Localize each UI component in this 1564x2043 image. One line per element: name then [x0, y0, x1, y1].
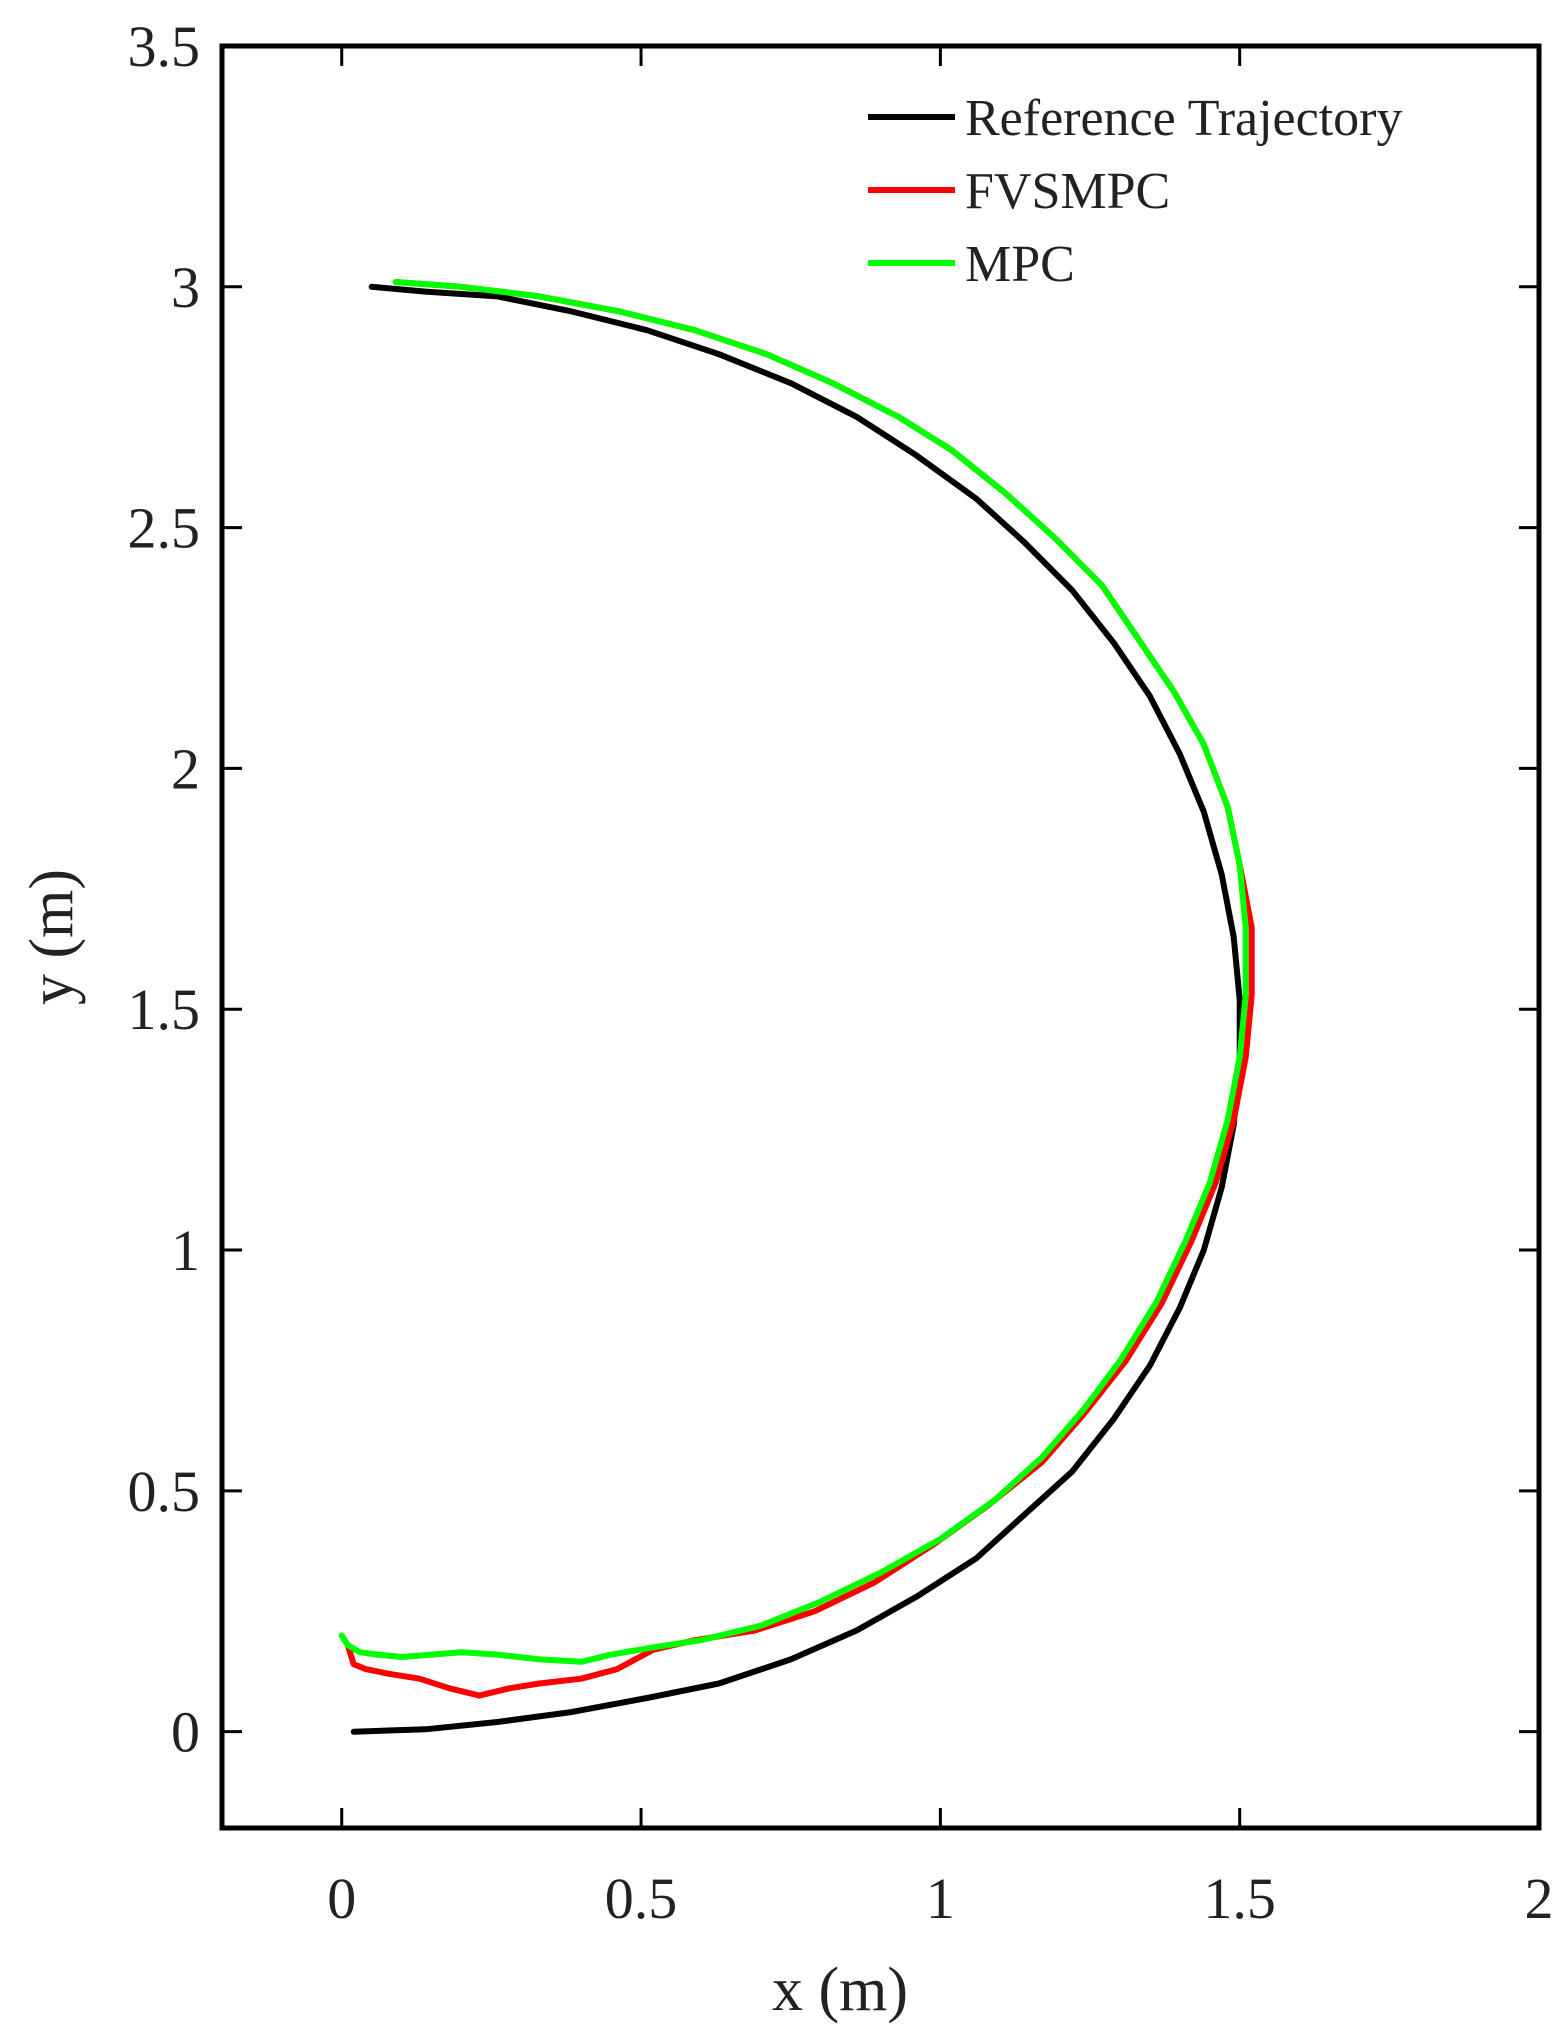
- y-axis-label: y (m): [18, 869, 86, 1005]
- x-tick-labels: 0 0.5 1 1.5 2: [327, 1866, 1553, 1931]
- legend: Reference Trajectory FVSMPC MPC: [868, 90, 1402, 293]
- y-tick-labels: 0 0.5 1 1.5 2 2.5 3 3.5: [128, 14, 201, 1765]
- legend-label-reference-trajectory: Reference Trajectory: [965, 90, 1402, 147]
- x-tick-label: 2: [1525, 1866, 1554, 1931]
- y-tick-label: 0: [171, 1700, 200, 1765]
- plot-frame: [219, 43, 1542, 1831]
- x-tick-label: 0.5: [605, 1866, 678, 1931]
- x-axis-label: x (m): [772, 1956, 908, 2024]
- series-layer: [338, 279, 1255, 1735]
- x-tick-label: 1.5: [1203, 1866, 1276, 1931]
- plot-area: [222, 46, 1539, 1828]
- series-line-mpc: [338, 279, 1249, 1665]
- y-tick-label: 2: [171, 736, 200, 801]
- y-tick-label: 1: [171, 1218, 200, 1283]
- x-tick-label: 1: [926, 1866, 955, 1931]
- y-tick-label: 3: [171, 255, 200, 320]
- y-tick-label: 2.5: [128, 496, 201, 561]
- y-tick-label: 0.5: [128, 1459, 201, 1524]
- legend-label-fvsmpc: FVSMPC: [965, 163, 1170, 220]
- y-tick-label: 3.5: [128, 14, 201, 79]
- y-tick-label: 1.5: [128, 977, 201, 1042]
- x-tick-label: 0: [327, 1866, 356, 1931]
- legend-label-mpc: MPC: [965, 236, 1075, 293]
